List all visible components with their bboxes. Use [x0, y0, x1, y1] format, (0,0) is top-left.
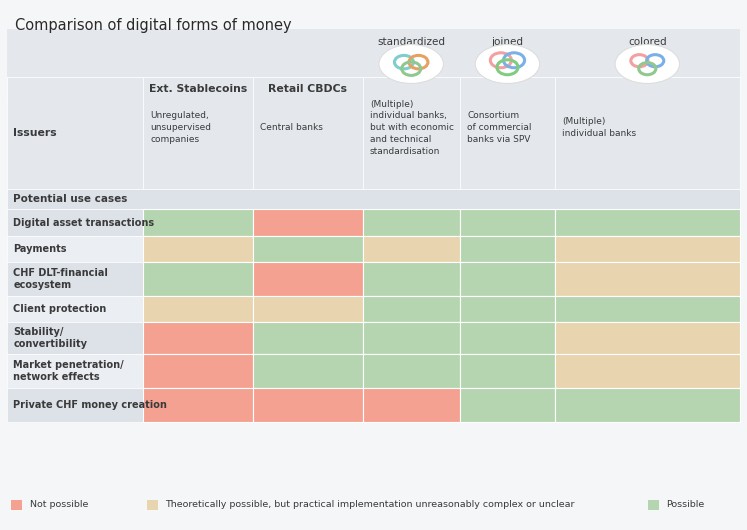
Text: Potential use cases: Potential use cases [13, 194, 128, 204]
Bar [555, 209, 740, 236]
Bar [362, 236, 460, 262]
Bar [555, 236, 740, 262]
Bar [143, 236, 252, 262]
Bar [252, 388, 362, 422]
Bar [555, 77, 740, 101]
Bar [143, 262, 252, 296]
Bar [7, 388, 143, 422]
Bar [555, 322, 740, 355]
Bar [252, 209, 362, 236]
Text: Theoretically possible, but practical implementation unreasonably complex or unc: Theoretically possible, but practical im… [165, 500, 574, 509]
Bar [460, 236, 555, 262]
Text: Client protection: Client protection [13, 304, 107, 314]
Bar [362, 296, 460, 322]
Bar [7, 355, 143, 388]
Text: Not possible: Not possible [30, 500, 88, 509]
Bar [252, 296, 362, 322]
Text: colored: colored [628, 37, 666, 47]
Text: Digital asset transactions: Digital asset transactions [13, 218, 155, 228]
Text: Ext. Stablecoins: Ext. Stablecoins [149, 84, 247, 94]
Text: Unregulated,
unsupervised
companies: Unregulated, unsupervised companies [150, 111, 211, 144]
Text: CHF DLT-financial
ecosystem: CHF DLT-financial ecosystem [13, 268, 108, 290]
Text: Market penetration/
network effects: Market penetration/ network effects [13, 360, 124, 383]
Bar [555, 388, 740, 422]
Bar [460, 77, 555, 101]
Bar [11, 500, 22, 510]
Text: Payments: Payments [13, 244, 66, 254]
Bar [252, 236, 362, 262]
Bar [143, 209, 252, 236]
Bar [362, 262, 460, 296]
Text: Comparison of digital forms of money: Comparison of digital forms of money [15, 18, 291, 33]
Bar [362, 388, 460, 422]
Bar [460, 388, 555, 422]
Bar [7, 189, 740, 209]
Bar [555, 296, 740, 322]
Bar [362, 77, 460, 189]
Bar [460, 296, 555, 322]
Text: Central banks: Central banks [260, 123, 323, 132]
Bar [362, 322, 460, 355]
Text: Retail CBDCs: Retail CBDCs [268, 84, 347, 94]
Bar [7, 38, 740, 40]
Bar [7, 77, 143, 189]
Bar [362, 209, 460, 236]
Bar [7, 296, 143, 322]
Bar [555, 355, 740, 388]
Bar [7, 236, 143, 262]
Bar [648, 500, 660, 510]
Bar [252, 322, 362, 355]
Bar [143, 388, 252, 422]
Text: standardized: standardized [377, 37, 445, 47]
Bar [143, 355, 252, 388]
Bar [362, 355, 460, 388]
Text: (Multiple)
individual banks,
but with economic
and technical
standardisation: (Multiple) individual banks, but with ec… [370, 100, 454, 156]
Text: Private CHF money creation: Private CHF money creation [13, 400, 167, 410]
Bar [460, 262, 555, 296]
Bar [7, 262, 143, 296]
Bar [555, 77, 740, 189]
Bar [7, 209, 143, 236]
Text: Issuers: Issuers [13, 128, 57, 138]
Ellipse shape [379, 45, 444, 83]
Bar [143, 77, 252, 101]
Bar [460, 355, 555, 388]
Bar [460, 77, 555, 189]
Bar [7, 77, 143, 101]
Bar [362, 77, 460, 101]
Bar [7, 29, 740, 77]
Text: Possible: Possible [666, 500, 705, 509]
Text: Stability/
convertibility: Stability/ convertibility [13, 327, 87, 349]
Bar [143, 296, 252, 322]
Bar [143, 77, 252, 189]
Ellipse shape [615, 45, 680, 83]
Bar [143, 322, 252, 355]
Ellipse shape [475, 45, 539, 83]
Bar [252, 355, 362, 388]
Text: joined: joined [492, 37, 524, 47]
Bar [460, 322, 555, 355]
Text: Consortium
of commercial
banks via SPV: Consortium of commercial banks via SPV [467, 111, 532, 144]
Bar [460, 209, 555, 236]
Bar [252, 77, 362, 101]
Bar [555, 262, 740, 296]
Text: (Multiple)
individual banks: (Multiple) individual banks [562, 117, 636, 138]
Bar [252, 262, 362, 296]
Bar [252, 77, 362, 189]
Bar [7, 322, 143, 355]
Bar [146, 500, 158, 510]
